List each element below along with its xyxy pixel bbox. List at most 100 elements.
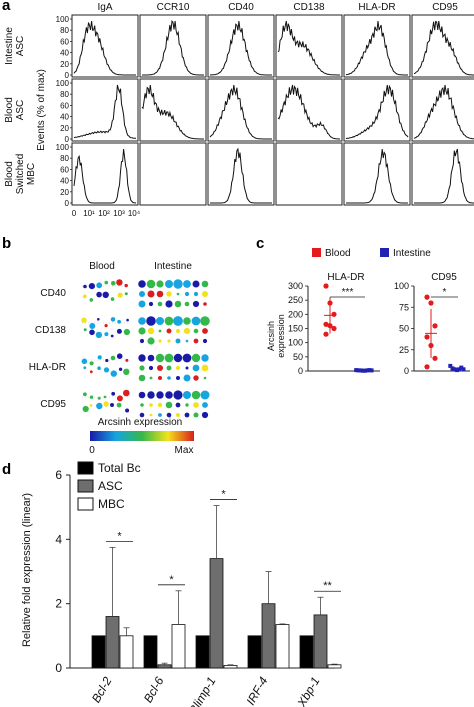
- colorbar-title: Arcsinh expression: [98, 417, 182, 428]
- panel-d-bar-chart: Total Bc ASC MBC 0 2 4 6 Relative fold expressi…: [21, 461, 342, 707]
- y-tick-label: 60: [60, 165, 69, 174]
- panel-label-c: c: [256, 235, 264, 252]
- y-tick-label: 250: [288, 295, 303, 305]
- histogram-curve: [209, 84, 272, 140]
- y-tick-label: 150: [288, 324, 303, 334]
- histogram-curve: [210, 147, 272, 204]
- intestine-bubble: [149, 403, 153, 407]
- intestine-bubble: [202, 402, 208, 408]
- blood-bubble: [89, 370, 93, 374]
- intestine-point: [358, 368, 363, 373]
- blood-bubble: [110, 355, 116, 361]
- blood-point: [432, 355, 438, 361]
- blood-bubble: [117, 292, 123, 298]
- row-label: Blood: [4, 161, 15, 187]
- histogram-curve: [277, 20, 340, 76]
- histogram-curve: [414, 148, 474, 204]
- intestine-bubble: [173, 353, 183, 363]
- y-tick-label: 0: [65, 135, 70, 144]
- intestine-bubble: [156, 280, 164, 288]
- blood-bubble: [103, 395, 107, 399]
- panel-label-b: b: [2, 235, 11, 252]
- legend-swatch: [77, 461, 94, 475]
- blood-bubble: [89, 395, 94, 399]
- blood-bubble: [97, 355, 102, 360]
- y-axis-label: Arcsinh: [266, 321, 276, 351]
- category-label: IRF-4: [243, 674, 270, 707]
- blood-bubble: [126, 318, 129, 322]
- histogram-frame: [139, 78, 207, 142]
- row-label: MBC: [26, 163, 37, 185]
- y-axis-label: Events (% of max): [36, 69, 47, 151]
- intestine-bubble: [158, 329, 162, 333]
- category-label: Bcl-6: [141, 674, 167, 705]
- intestine-point: [461, 367, 466, 372]
- blood-bubble: [124, 283, 128, 288]
- intestine-bubble: [147, 337, 155, 345]
- blood-bubble: [105, 358, 109, 363]
- y-tick-label: 2: [55, 597, 62, 611]
- y-tick-label: 40: [60, 177, 69, 186]
- histogram-frame: [275, 78, 343, 142]
- blood-bubble: [83, 366, 87, 370]
- blood-bubble: [89, 323, 96, 329]
- intestine-point: [356, 368, 361, 373]
- bar: [105, 616, 120, 669]
- y-tick-label: 300: [288, 281, 303, 291]
- blood-bubble: [97, 366, 101, 371]
- y-tick-label: 60: [60, 101, 69, 110]
- blood-point: [432, 323, 438, 329]
- blood-bubble: [111, 391, 116, 396]
- blood-bubble: [81, 358, 88, 365]
- intestine-bubble: [193, 412, 199, 418]
- intestine-point: [360, 368, 365, 373]
- histogram-frame: [343, 14, 411, 78]
- intestine-bubble: [201, 280, 209, 288]
- blood-bubble: [110, 297, 115, 301]
- histogram-frame: [275, 14, 343, 78]
- plot-title: CD95: [431, 272, 457, 283]
- y-tick-label: 50: [399, 324, 409, 334]
- intestine-bubble: [193, 375, 199, 381]
- y-tick-label: 0: [65, 199, 70, 208]
- intestine-bubble: [182, 353, 192, 363]
- blood-bubble: [95, 331, 103, 339]
- intestine-bubble: [176, 413, 180, 417]
- histogram-curve: [209, 20, 272, 76]
- y-axis-label: expression: [276, 314, 286, 358]
- intestine-bubble: [203, 302, 207, 306]
- blood-bubble: [125, 358, 129, 362]
- blood-bubble: [116, 279, 123, 286]
- plot-title: HLA-DR: [327, 272, 364, 283]
- blood-point: [331, 325, 337, 332]
- intestine-bubble: [184, 301, 190, 307]
- histogram-curve: [73, 20, 136, 76]
- y-tick-label: 6: [55, 468, 62, 482]
- y-tick-label: 20: [60, 60, 69, 69]
- panel-label-d: d: [2, 461, 11, 478]
- intestine-bubble: [185, 339, 189, 343]
- intestine-bubble: [175, 328, 181, 334]
- intestine-bubble: [139, 412, 145, 418]
- intestine-point: [365, 368, 370, 373]
- blood-point: [424, 294, 430, 300]
- bar: [275, 624, 290, 669]
- blood-point: [327, 323, 333, 329]
- intestine-bubble: [139, 291, 145, 297]
- row-label: Blood: [4, 97, 15, 123]
- histogram-curve: [413, 20, 474, 76]
- intestine-bubble: [200, 316, 210, 326]
- intestine-bubble: [173, 316, 183, 326]
- blood-point: [428, 300, 434, 306]
- intestine-bubble: [203, 376, 207, 380]
- legend-label: Total Bc: [98, 461, 141, 475]
- legend-swatch: [77, 497, 94, 511]
- bar: [157, 664, 172, 669]
- intestine-point: [354, 368, 359, 373]
- intestine-bubble: [166, 328, 172, 334]
- column-title: CCR10: [157, 2, 190, 13]
- intestine-bubble: [175, 338, 181, 344]
- significance-marker: *: [221, 489, 226, 501]
- y-tick-label: 0: [298, 366, 303, 376]
- blood-bubble: [89, 404, 93, 407]
